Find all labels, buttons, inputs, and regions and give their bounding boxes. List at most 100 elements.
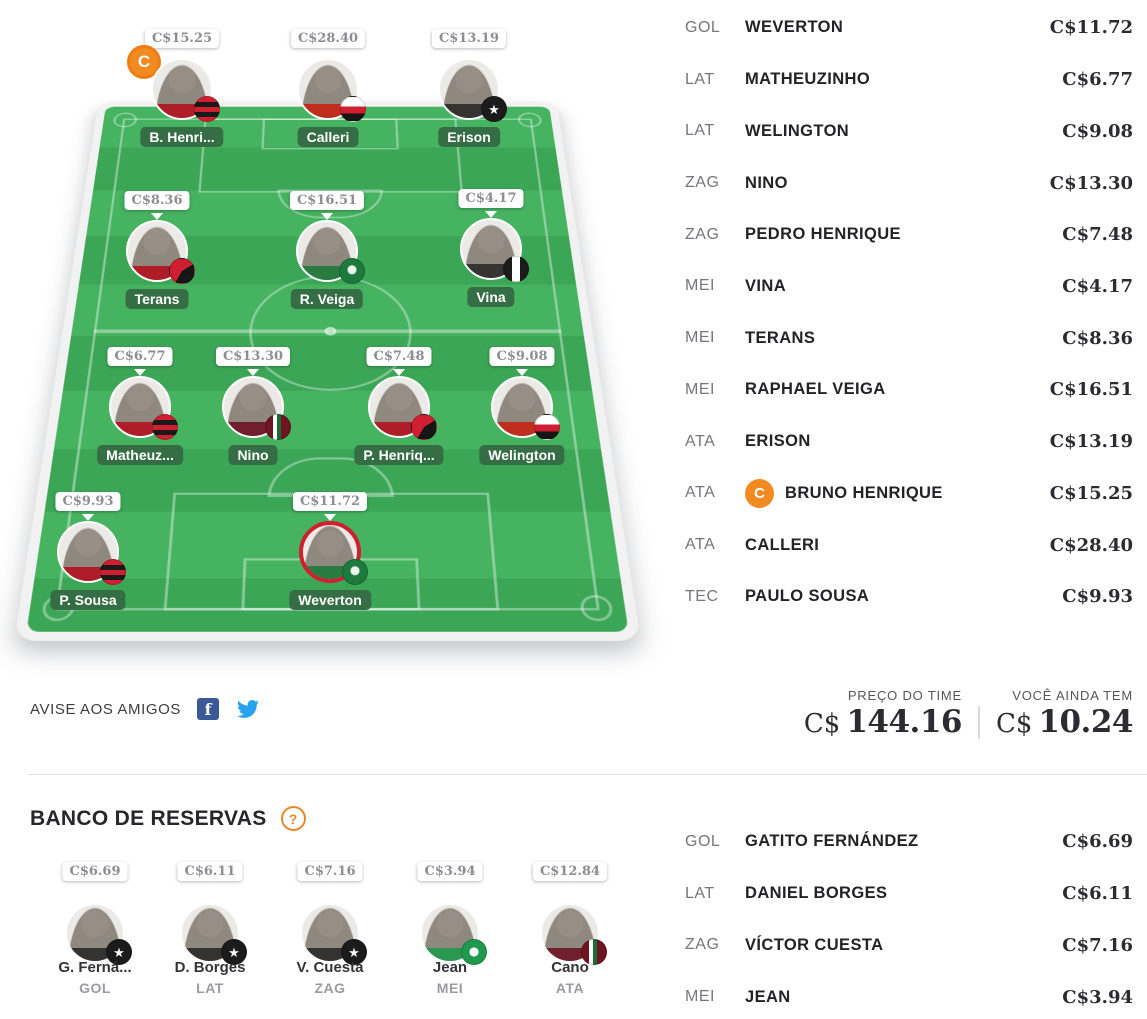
player-price-tag: C$15.25 <box>144 29 220 48</box>
position-label: LAT <box>685 884 715 902</box>
budget-summary: PREÇO DO TIME C$ 144.16 VOCÊ AINDA TEM C$… <box>803 688 1134 740</box>
player-list-row: ATA C BRUNO HENRIQUE C$15.25 <box>685 467 1133 519</box>
club-badge-icon <box>169 258 195 284</box>
player-list-row: ATA C ERISON C$13.19 <box>685 416 1133 468</box>
team-price-label: PREÇO DO TIME <box>847 688 962 703</box>
player-list-row: TEC C PAULO SOUSA C$9.93 <box>685 571 1133 623</box>
pitch-player-card[interactable]: C$16.51 C R. Veiga <box>272 191 382 316</box>
player-name-pill: Terans <box>125 289 189 309</box>
club-badge-icon <box>411 414 437 440</box>
position-label: ZAG <box>685 225 720 243</box>
captain-badge: C <box>745 478 774 508</box>
price-tag-pointer <box>393 369 405 376</box>
price-tag-pointer <box>134 369 146 376</box>
player-avatar <box>540 903 600 963</box>
currency-symbol: C$ <box>995 709 1033 739</box>
player-position-label: ATA <box>555 980 585 996</box>
player-price: C$7.48 <box>1062 224 1133 246</box>
player-price: C$8.36 <box>1062 327 1133 349</box>
player-price: C$13.30 <box>1049 172 1133 194</box>
player-name: GATITO FERNÁNDEZ <box>745 832 919 851</box>
bench-player-card[interactable]: C$12.84 Cano ATA <box>520 862 620 1002</box>
player-price-tag: C$28.40 <box>290 29 366 48</box>
player-list-row: LAT C MATHEUZINHO C$6.77 <box>685 54 1133 106</box>
pitch-player-card[interactable]: C$11.72 C Weverton <box>275 492 385 617</box>
price-tag-pointer <box>82 514 94 521</box>
club-badge-icon: ★ <box>341 939 367 965</box>
player-name: PEDRO HENRIQUE <box>745 225 901 244</box>
player-avatar-wrap: C <box>222 376 291 440</box>
bench-player-card[interactable]: C$7.16 ★ V. Cuesta ZAG <box>280 862 380 1002</box>
player-name-pill: R. Veiga <box>290 289 364 309</box>
price-tag-pointer <box>485 211 497 218</box>
pitch-player-card[interactable]: C$4.17 C Vina <box>436 189 546 314</box>
player-avatar-wrap: ★ <box>65 903 132 965</box>
help-icon[interactable]: ? <box>280 806 306 831</box>
pitch-player-card[interactable]: C$13.30 C Nino <box>198 347 308 472</box>
facebook-icon[interactable]: f <box>197 698 220 720</box>
player-list-row: MEI C RAPHAEL VEIGA C$16.51 <box>685 364 1133 416</box>
pitch-player-card[interactable]: C$28.40 C Calleri <box>273 29 383 154</box>
club-badge-icon <box>339 258 365 284</box>
player-avatar-wrap: C <box>491 376 560 440</box>
position-label: LAT <box>685 122 715 140</box>
player-name-pill: Erison <box>438 127 500 147</box>
squad-list: GOL C WEVERTON C$11.72 LAT C MATHEUZINHO… <box>685 2 1133 623</box>
player-avatar-wrap: C <box>460 218 529 282</box>
player-name-pill: P. Henriq... <box>354 445 444 465</box>
player-name-pill: Matheuz... <box>97 445 183 465</box>
pitch-player-card[interactable]: C$13.19 C ★ Erison <box>414 29 524 154</box>
club-badge-icon <box>581 939 607 965</box>
remaining-budget-label: VOCÊ AINDA TEM <box>1012 688 1133 703</box>
bench-player-card[interactable]: C$6.69 ★ G. Ferná... GOL <box>45 862 145 1002</box>
share-section: AVISE AOS AMIGOS f <box>30 698 261 720</box>
position-label: ATA <box>685 536 716 554</box>
pitch-player-card[interactable]: C$9.93 C P. Sousa <box>33 492 143 617</box>
pitch-player-card[interactable]: C$7.48 C P. Henriq... <box>344 347 454 472</box>
remaining-budget-block: VOCÊ AINDA TEM C$ 10.24 <box>995 688 1134 739</box>
section-divider <box>28 774 1147 775</box>
player-name: NINO <box>745 173 788 192</box>
player-name: VINA <box>745 276 787 295</box>
player-price: C$9.08 <box>1062 120 1133 142</box>
pitch-player-card[interactable]: C$9.08 C Welington <box>467 347 577 472</box>
club-badge-icon <box>534 414 560 440</box>
pitch-player-card[interactable]: C$8.36 C Terans <box>102 191 212 316</box>
player-position-label: ZAG <box>314 980 346 996</box>
player-name: PAULO SOUSA <box>745 587 870 606</box>
player-avatar-wrap: C <box>297 58 366 122</box>
position-label: MEI <box>685 277 715 295</box>
player-list-row: ZAG C VÍCTOR CUESTA C$7.16 <box>685 919 1133 971</box>
price-tag-pointer <box>151 213 163 220</box>
bench-player-card[interactable]: C$3.94 Jean MEI <box>400 862 500 1002</box>
player-avatar <box>57 521 119 583</box>
price-tag-pointer <box>516 369 528 376</box>
pitch-player-card[interactable]: C$15.25 C B. Henri... <box>127 29 237 154</box>
price-tag-pointer <box>321 213 333 220</box>
club-badge-icon <box>152 414 178 440</box>
twitter-icon[interactable] <box>235 698 261 720</box>
player-list-row: MEI C VINA C$4.17 <box>685 261 1133 313</box>
player-position-label: GOL <box>79 980 111 996</box>
player-price: C$7.16 <box>1062 934 1133 956</box>
pitch-player-card[interactable]: C$6.77 C Matheuz... <box>85 347 195 472</box>
price-tag-pointer <box>204 884 216 891</box>
bench-player-card[interactable]: C$6.11 ★ D. Borges LAT <box>160 862 260 1002</box>
player-avatar <box>460 218 522 280</box>
player-name: Cano <box>551 959 589 976</box>
player-list-row: ATA C CALLERI C$28.40 <box>685 519 1133 571</box>
position-label: ZAG <box>685 174 720 192</box>
club-badge-icon <box>342 559 368 585</box>
price-tag-pointer <box>322 51 334 58</box>
club-badge-icon: ★ <box>106 939 132 965</box>
player-price: C$4.17 <box>1062 275 1133 297</box>
player-list-row: ZAG C PEDRO HENRIQUE C$7.48 <box>685 209 1133 261</box>
team-price-value: C$ 144.16 <box>803 704 963 740</box>
player-price-tag: C$16.51 <box>289 191 365 210</box>
player-name-pill: Vina <box>467 287 515 307</box>
player-price: C$11.72 <box>1049 17 1133 39</box>
player-list-row: ZAG C NINO C$13.30 <box>685 157 1133 209</box>
player-avatar-wrap: C <box>296 220 365 284</box>
player-list-row: MEI C TERANS C$8.36 <box>685 312 1133 364</box>
